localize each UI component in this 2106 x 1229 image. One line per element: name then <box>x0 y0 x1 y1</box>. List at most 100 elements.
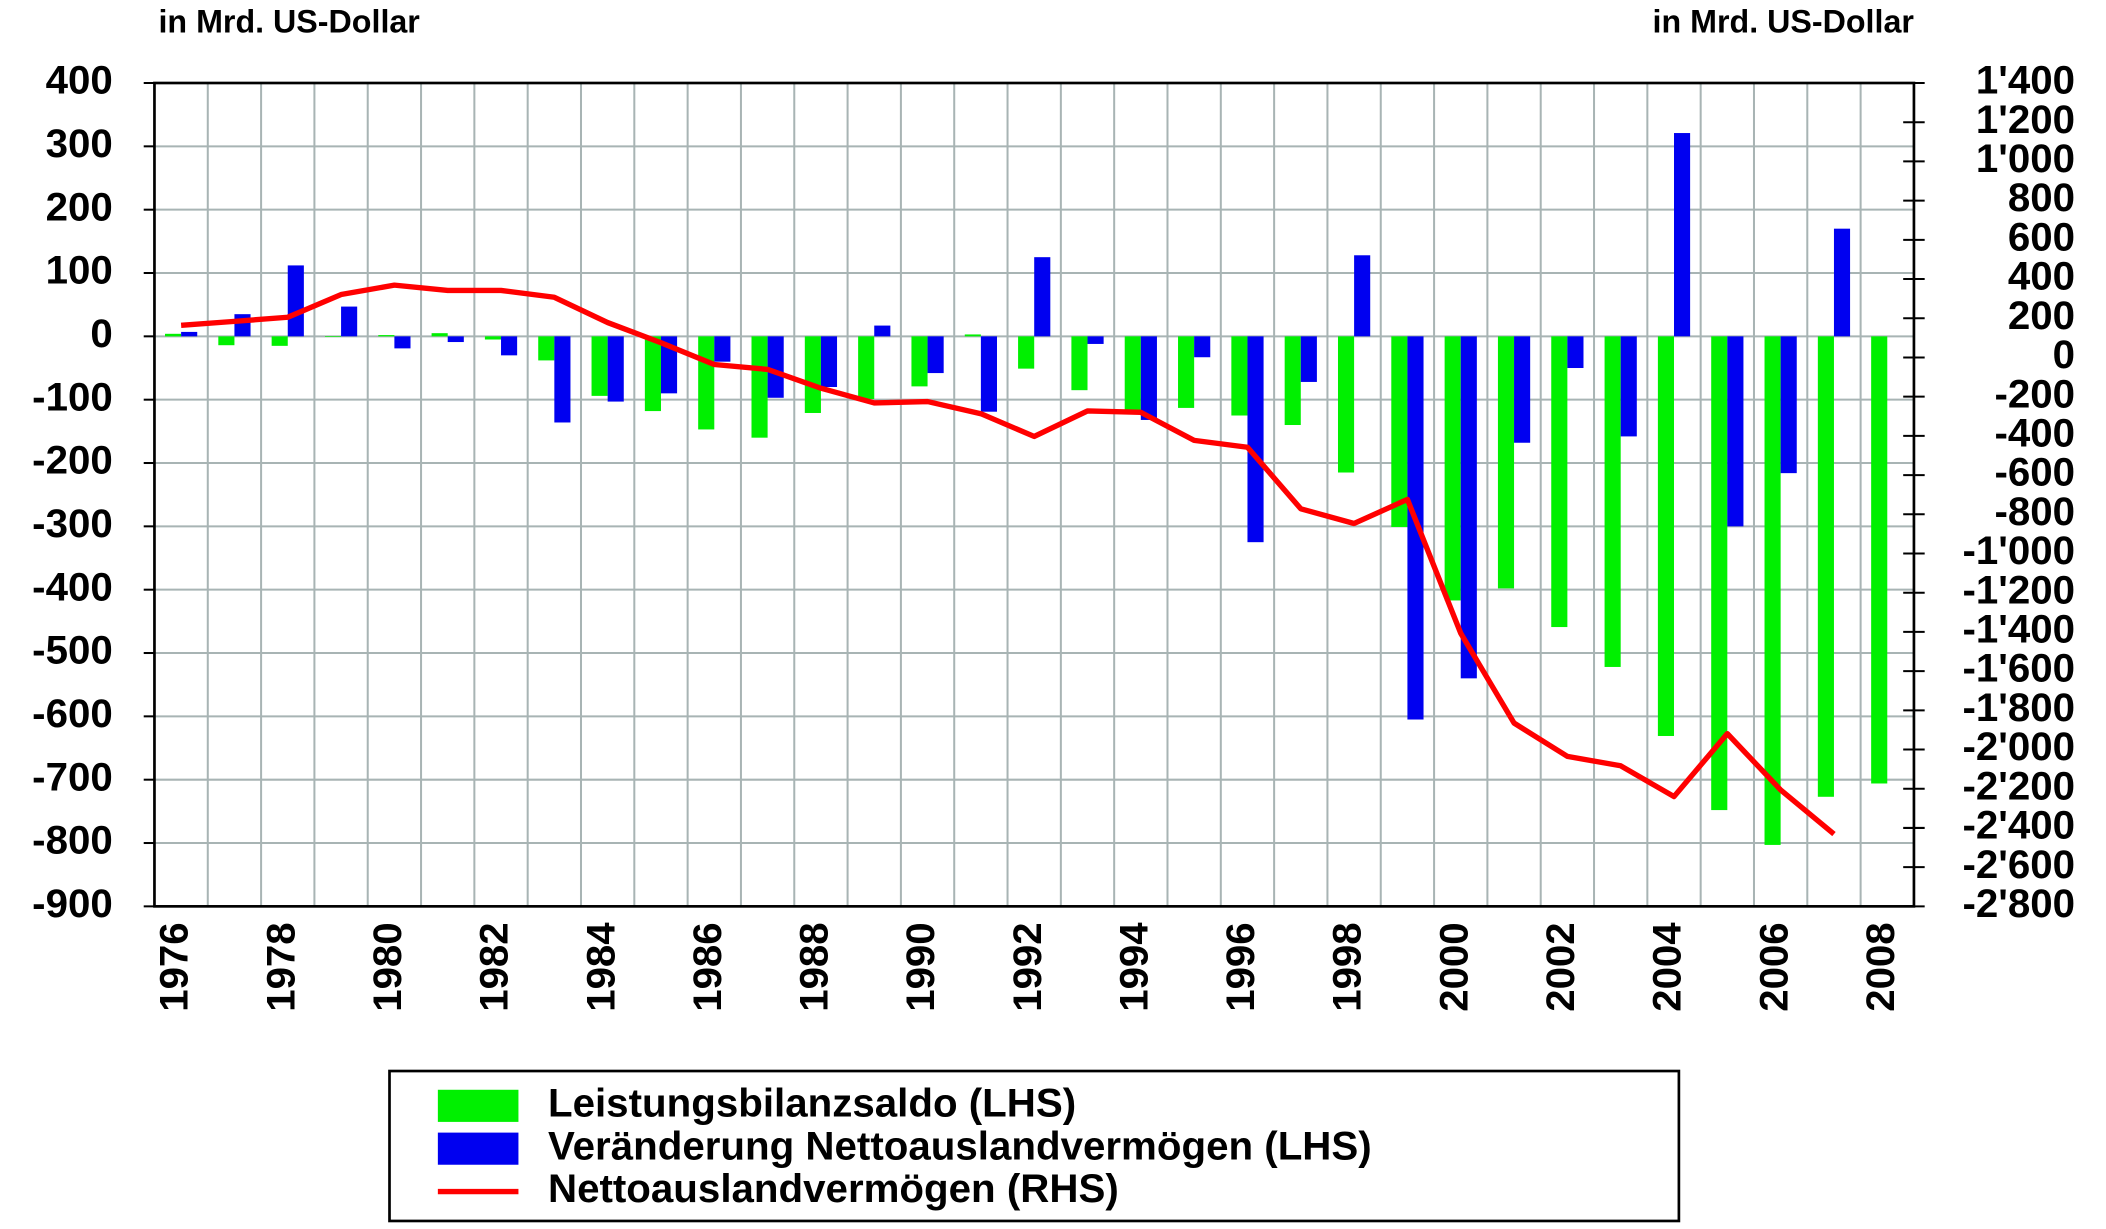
line <box>180 282 1836 837</box>
bar <box>698 336 715 430</box>
bar <box>1497 336 1515 589</box>
y-tick-label: -100 <box>32 374 113 419</box>
bar <box>1833 228 1851 337</box>
bar <box>501 336 518 356</box>
bar <box>1567 336 1584 369</box>
y2-tick-label: 400 <box>2008 254 2075 299</box>
y-tick-label: -200 <box>32 438 113 483</box>
legend-label: Nettoauslandvermögen (RHS) <box>548 1166 1119 1211</box>
x-tick-label: 2006 <box>1751 922 1796 1011</box>
bar <box>431 333 448 337</box>
y-tick-label: -800 <box>32 818 113 863</box>
bar <box>1604 336 1621 667</box>
bar <box>271 336 288 346</box>
x-tick-label: 1982 <box>472 922 517 1011</box>
y-tick-label: 100 <box>46 248 113 293</box>
y2-tick-label: 800 <box>2008 175 2075 220</box>
bar <box>378 335 395 337</box>
bar <box>1337 336 1355 473</box>
bar <box>1194 336 1211 358</box>
bar <box>1764 336 1781 845</box>
bar <box>644 336 661 412</box>
x-tick-label: 1990 <box>898 922 943 1011</box>
bar <box>1871 336 1888 784</box>
bar <box>964 334 981 337</box>
bar <box>1018 336 1035 369</box>
bar <box>1711 336 1728 811</box>
legend-label: Leistungsbilanzsaldo (LHS) <box>548 1080 1076 1125</box>
x-tick-label: 2000 <box>1431 922 1476 1011</box>
y2-tick-label: -400 <box>1994 411 2075 456</box>
x-tick-label: 2002 <box>1538 922 1583 1011</box>
bar <box>1300 336 1317 382</box>
bar <box>714 336 731 362</box>
plot-frame <box>153 81 1916 908</box>
bar <box>1514 336 1531 443</box>
y-tick-label: 300 <box>46 121 113 166</box>
bar <box>1657 336 1675 736</box>
bar <box>874 325 891 337</box>
y2-tick-label: -2'800 <box>1962 881 2075 926</box>
y2-tick-label: -1'200 <box>1962 567 2075 612</box>
y2-tick-label: -800 <box>1994 489 2075 534</box>
bar <box>218 336 235 346</box>
bar <box>804 336 821 413</box>
y2-tick-label: -1'400 <box>1962 607 2075 652</box>
y-tick-label: -700 <box>32 754 113 799</box>
bar <box>858 336 875 400</box>
y2-tick-label: -1'000 <box>1962 528 2075 573</box>
x-tick-label: 1996 <box>1218 922 1263 1011</box>
bar <box>767 336 784 398</box>
bar <box>164 333 182 337</box>
bar <box>1780 336 1797 474</box>
bar <box>1354 255 1371 337</box>
y2-tick-label: 1'200 <box>1976 97 2075 142</box>
y2-tick-label: -1'600 <box>1962 646 2075 691</box>
bar <box>591 336 608 396</box>
bar <box>911 336 928 387</box>
y-tick-label: 0 <box>90 311 112 356</box>
bar <box>234 314 251 337</box>
y2-tick-label: 1'000 <box>1976 136 2075 181</box>
bar <box>980 336 997 412</box>
bar <box>1444 336 1461 601</box>
x-tick-label: 1986 <box>685 922 730 1011</box>
legend-swatch <box>437 1089 519 1122</box>
x-tick-label: 1998 <box>1325 922 1370 1011</box>
bar <box>1140 336 1157 420</box>
bar <box>820 336 838 388</box>
y2-tick-label: -600 <box>1994 450 2075 495</box>
bar <box>287 265 304 337</box>
bar <box>927 336 944 374</box>
x-tick-label: 1980 <box>365 922 410 1011</box>
y2-tick-label: -2'200 <box>1962 763 2075 808</box>
bar <box>1674 133 1691 337</box>
bar <box>1087 336 1104 344</box>
y-tick-label: 200 <box>46 184 113 229</box>
x-tick-label: 1992 <box>1005 922 1050 1011</box>
legend-box <box>388 1069 1681 1223</box>
y-tick-label: 400 <box>46 58 113 103</box>
bar <box>751 336 768 438</box>
x-tick-label: 1988 <box>791 922 836 1011</box>
x-tick-label: 1978 <box>258 922 303 1011</box>
y2-tick-label: -2'400 <box>1962 803 2075 848</box>
y2-tick-label: -200 <box>1994 371 2075 416</box>
bar <box>1727 336 1744 527</box>
bar <box>1620 336 1637 437</box>
y2-tick-label: -2'000 <box>1962 724 2075 769</box>
bar <box>324 336 342 338</box>
bar <box>538 336 555 361</box>
y-axis-label: in Mrd. US-Dollar <box>158 4 420 40</box>
bar <box>447 336 464 343</box>
y2-axis-label: in Mrd. US-Dollar <box>1653 4 1915 40</box>
y-tick-label: -400 <box>32 564 113 609</box>
x-tick-label: 2008 <box>1858 922 1903 1011</box>
bar <box>181 331 198 337</box>
y-tick-label: -600 <box>32 691 113 736</box>
y2-tick-label: -2'600 <box>1962 842 2075 887</box>
bar <box>1034 257 1051 337</box>
bar <box>660 336 678 394</box>
x-tick-label: 2004 <box>1645 922 1690 1012</box>
